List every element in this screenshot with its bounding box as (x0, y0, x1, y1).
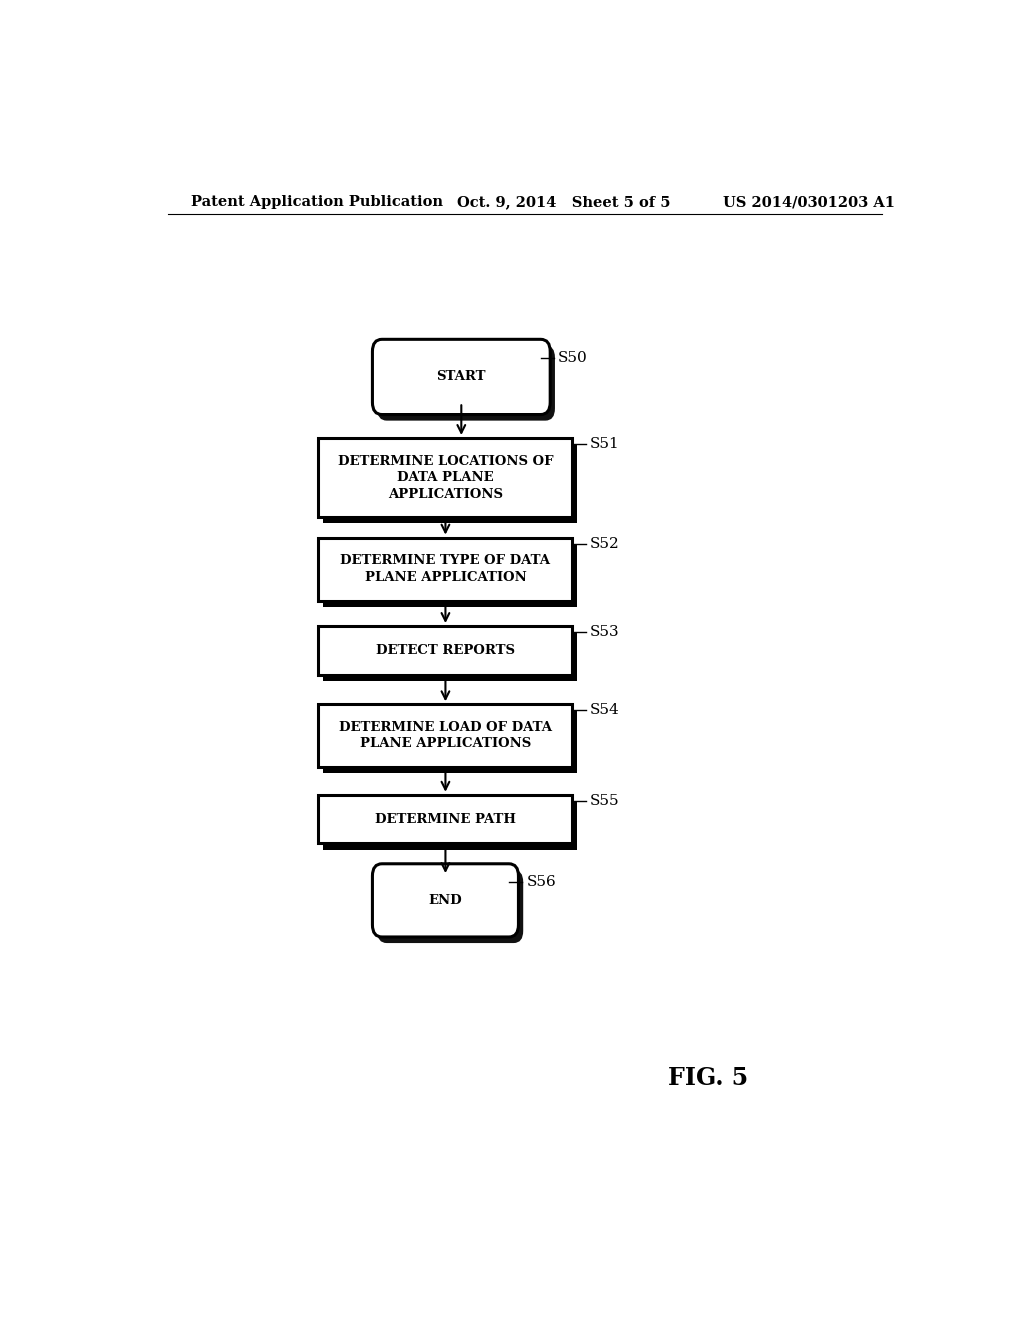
Text: S50: S50 (558, 351, 588, 364)
Text: S54: S54 (590, 704, 620, 717)
Text: US 2014/0301203 A1: US 2014/0301203 A1 (723, 195, 895, 209)
Bar (324, 544, 578, 607)
Text: S55: S55 (590, 793, 620, 808)
Text: FIG. 5: FIG. 5 (668, 1067, 748, 1090)
Text: S56: S56 (526, 875, 556, 890)
Text: DETERMINE PATH: DETERMINE PATH (375, 813, 516, 825)
Bar (324, 632, 578, 681)
Bar (318, 795, 572, 843)
Text: Oct. 9, 2014   Sheet 5 of 5: Oct. 9, 2014 Sheet 5 of 5 (458, 195, 671, 209)
FancyBboxPatch shape (373, 863, 518, 937)
FancyBboxPatch shape (377, 870, 523, 942)
Bar (318, 626, 572, 675)
FancyBboxPatch shape (373, 339, 550, 414)
Text: DETERMINE LOAD OF DATA
PLANE APPLICATIONS: DETERMINE LOAD OF DATA PLANE APPLICATION… (339, 721, 552, 751)
Bar (318, 438, 572, 517)
Bar (324, 710, 578, 774)
Text: START: START (436, 371, 486, 383)
Text: S51: S51 (590, 437, 620, 451)
Text: Patent Application Publication: Patent Application Publication (191, 195, 443, 209)
Text: S53: S53 (590, 626, 620, 639)
Text: END: END (429, 894, 462, 907)
Bar (324, 444, 578, 523)
Bar (324, 801, 578, 850)
Text: DETERMINE TYPE OF DATA
PLANE APPLICATION: DETERMINE TYPE OF DATA PLANE APPLICATION (340, 554, 551, 583)
Text: DETECT REPORTS: DETECT REPORTS (376, 644, 515, 657)
Bar (318, 537, 572, 601)
Bar (318, 704, 572, 767)
Text: DETERMINE LOCATIONS OF
DATA PLANE
APPLICATIONS: DETERMINE LOCATIONS OF DATA PLANE APPLIC… (338, 454, 553, 500)
Text: S52: S52 (590, 537, 620, 550)
FancyBboxPatch shape (377, 346, 555, 421)
